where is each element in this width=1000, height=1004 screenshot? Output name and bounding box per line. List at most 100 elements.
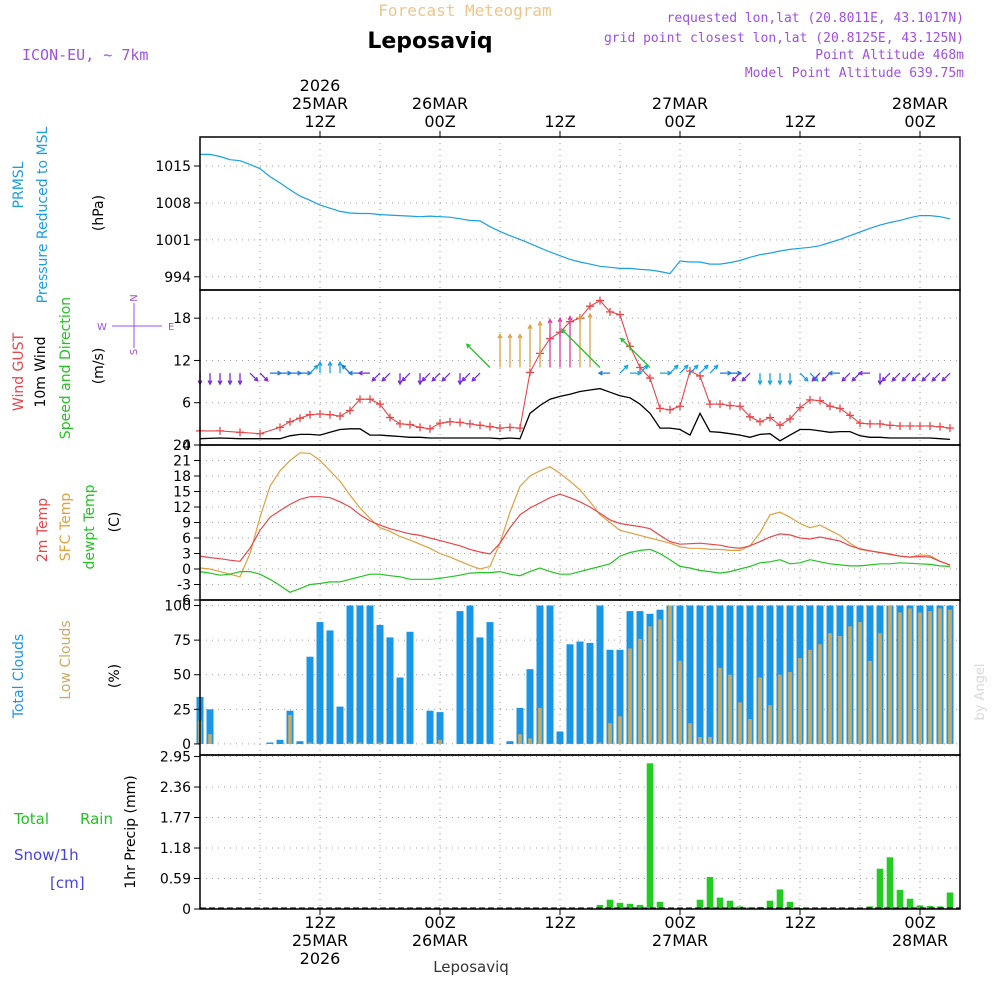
wind-direction-arrow bbox=[397, 373, 403, 386]
total-cloud-bar bbox=[546, 605, 554, 744]
precip-unit: 1hr Precip (mm) bbox=[123, 775, 139, 888]
top-time-label: 27MAR bbox=[652, 94, 708, 113]
pressure-unit: (hPa) bbox=[91, 195, 107, 231]
wind-direction-arrow bbox=[207, 373, 213, 386]
gust-marker bbox=[716, 400, 724, 409]
grid-layer bbox=[200, 137, 960, 910]
total-cloud-bar bbox=[556, 731, 564, 744]
rain-bar bbox=[776, 889, 784, 909]
wind-direction-arrow bbox=[337, 360, 343, 374]
bottom-time-label: 00Z bbox=[664, 913, 695, 932]
temp-unit: (C) bbox=[107, 512, 123, 533]
total-cloud-bar bbox=[396, 677, 404, 744]
compass-w-label: W bbox=[97, 322, 107, 333]
clouds-ytick-label: 0 bbox=[182, 737, 191, 753]
wind-direction-arrow bbox=[689, 364, 699, 374]
rain-bar bbox=[656, 901, 664, 909]
gust-marker bbox=[296, 414, 304, 423]
bottom-time-label: 27MAR bbox=[652, 931, 708, 950]
low-cloud-bar bbox=[348, 742, 352, 744]
gust-marker bbox=[276, 423, 284, 432]
total-cloud-bar bbox=[526, 669, 534, 744]
bottom-time-label: 28MAR bbox=[892, 931, 948, 950]
wind-direction-arrow bbox=[517, 333, 523, 368]
low-cloud-bar bbox=[788, 672, 792, 744]
wind-direction-arrow bbox=[557, 316, 563, 368]
gust-marker bbox=[646, 374, 654, 383]
top-time-label: 26MAR bbox=[412, 94, 468, 113]
low-cloud-bar bbox=[948, 609, 952, 744]
precip-frame bbox=[199, 754, 961, 910]
wind-direction-arrow bbox=[259, 372, 269, 382]
t2m-line bbox=[199, 493, 951, 566]
temp-2m-label: 2m Temp bbox=[35, 498, 51, 562]
temp-ytick-label: 9 bbox=[182, 516, 191, 532]
gust-marker bbox=[786, 414, 794, 423]
rain-bar bbox=[786, 901, 794, 909]
wind-direction-arrow bbox=[731, 372, 741, 382]
wind-direction-arrow bbox=[371, 372, 381, 382]
wind-direction-arrow bbox=[877, 373, 883, 386]
wind-direction-arrow bbox=[777, 373, 783, 386]
total-cloud-bar bbox=[576, 641, 584, 744]
low-cloud-bar bbox=[538, 707, 542, 744]
pressure-ytick-label: 1008 bbox=[155, 196, 191, 212]
wind-direction-arrow bbox=[767, 373, 773, 386]
wind-gust-label: Wind GUST bbox=[11, 332, 27, 411]
total-cloud-bar bbox=[586, 642, 594, 744]
temp-ytick-label: 6 bbox=[182, 531, 191, 547]
low-cloud-bar bbox=[778, 674, 782, 744]
low-cloud-bar bbox=[828, 633, 832, 744]
low-cloud-bar bbox=[208, 734, 212, 744]
temp-ytick-label: 12 bbox=[173, 500, 191, 516]
rain-bar bbox=[886, 857, 894, 909]
wind-direction-arrow bbox=[227, 373, 233, 386]
wind-direction-arrow bbox=[249, 372, 259, 382]
total-cloud-bar bbox=[756, 605, 764, 744]
rain-bar bbox=[606, 899, 614, 909]
low-cloud-bar bbox=[688, 723, 692, 744]
low-cloud-bar bbox=[288, 714, 292, 744]
wind-direction-arrow bbox=[417, 373, 423, 386]
gust-marker bbox=[806, 395, 814, 404]
rain-bar bbox=[926, 905, 934, 909]
low-cloud-bar bbox=[718, 667, 722, 744]
precip-ytick-label: 1.18 bbox=[160, 841, 191, 857]
wind-direction-arrow bbox=[587, 312, 593, 368]
total-cloud-bar bbox=[296, 741, 304, 744]
gust-marker bbox=[766, 413, 774, 422]
temp-ytick-label: 24 bbox=[173, 438, 191, 454]
low-cloud-bar bbox=[598, 742, 602, 744]
gust-marker bbox=[606, 307, 614, 316]
low-cloud-bar bbox=[518, 734, 522, 744]
wind-ytick-label: 0 bbox=[182, 438, 191, 454]
low-cloud-bar bbox=[728, 674, 732, 744]
wind-direction-arrow bbox=[471, 372, 481, 382]
model-label: ICON-EU, ~ 7km bbox=[22, 46, 148, 64]
sfc-temp-line bbox=[199, 452, 951, 578]
precip-ytick-label: 2.36 bbox=[160, 780, 191, 796]
top-time-label: 12Z bbox=[304, 112, 335, 131]
rain-bar bbox=[706, 877, 714, 909]
wind-direction-arrow bbox=[317, 360, 323, 374]
wind-direction-arrow bbox=[679, 364, 689, 374]
wind-direction-arrow bbox=[341, 364, 351, 374]
rain-bar bbox=[896, 889, 904, 909]
bottom-time-label: 12Z bbox=[544, 913, 575, 932]
wind-direction-arrow bbox=[699, 364, 709, 374]
total-cloud-bar bbox=[766, 605, 774, 744]
low-cloud-bar bbox=[908, 608, 912, 744]
precip-ytick-label: 1.77 bbox=[160, 811, 191, 827]
bottom-time-label: 25MAR bbox=[292, 931, 348, 950]
gust-marker bbox=[776, 421, 784, 430]
low-cloud-bar bbox=[438, 739, 442, 744]
wind-direction-arrow bbox=[567, 315, 573, 368]
gust-marker bbox=[836, 404, 844, 413]
total-cloud-bar bbox=[456, 611, 464, 744]
chart-content: 994100110081015061218-6-3036912151821240… bbox=[155, 76, 961, 968]
wind-direction-arrow bbox=[857, 370, 870, 376]
temp-dewpt-label: dewpt Temp bbox=[82, 484, 98, 569]
gust-marker bbox=[476, 421, 484, 430]
gust-marker bbox=[736, 402, 744, 411]
